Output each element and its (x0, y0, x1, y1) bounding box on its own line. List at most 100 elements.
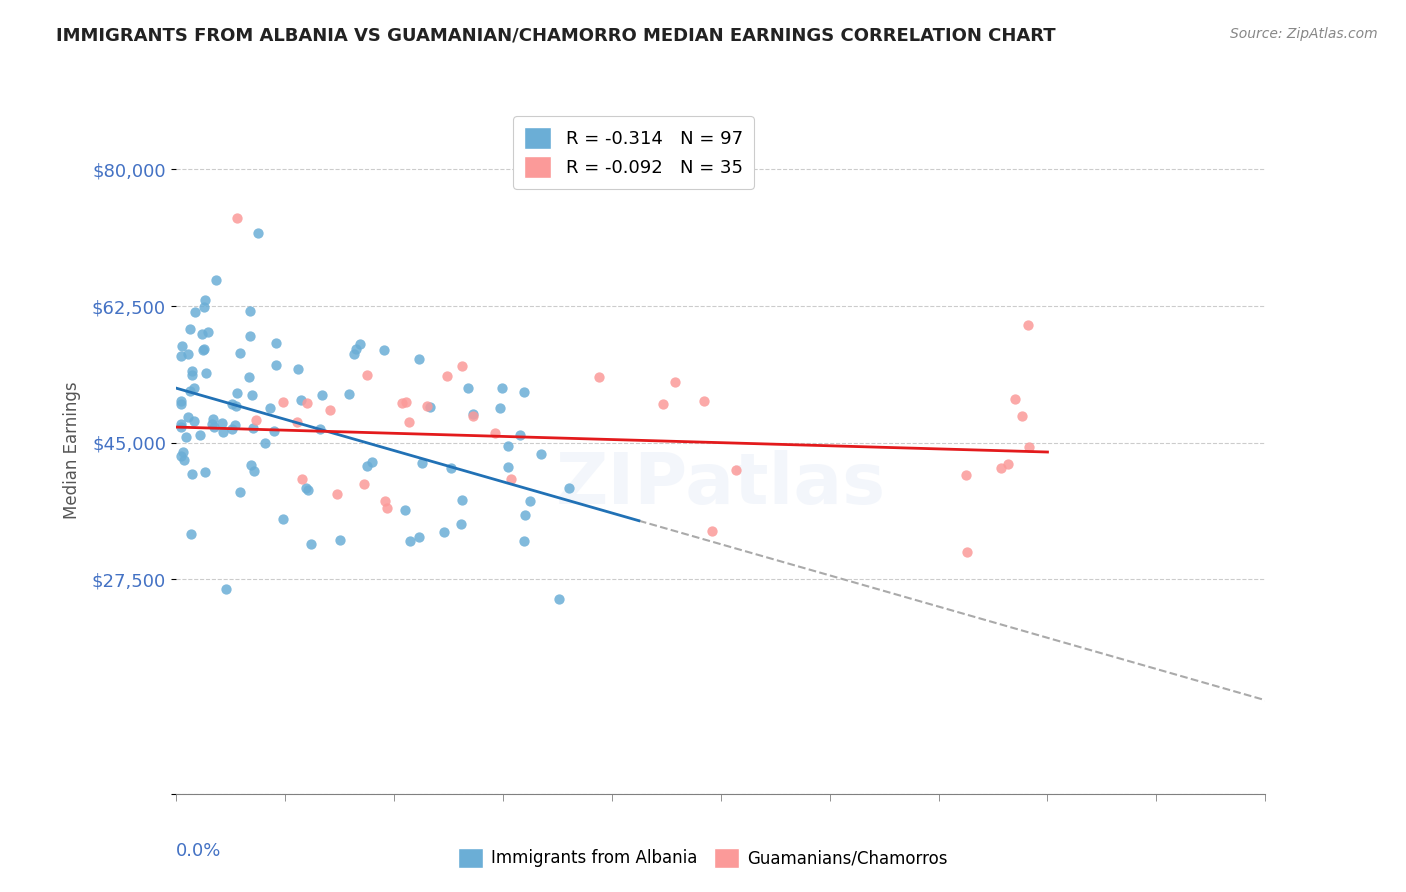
Point (245, 413, 267, 427)
Point (408, 351, 430, 366)
Point (361, 455, 384, 469)
Point (416, 399, 439, 413)
Point (181, 364, 204, 378)
Point (399, 533, 422, 548)
Point (664, 375, 686, 389)
Point (433, 524, 456, 539)
Point (450, 517, 472, 532)
Point (353, 476, 375, 491)
Point (498, 460, 520, 475)
Point (373, 343, 395, 357)
Point (259, 401, 281, 415)
Point (190, 327, 212, 342)
Point (509, 428, 531, 442)
Point (177, 410, 200, 425)
Point (183, 381, 205, 395)
Point (247, 227, 270, 241)
Point (179, 321, 201, 335)
Point (419, 400, 441, 414)
Legend: Immigrants from Albania, Guamanians/Chamorros: Immigrants from Albania, Guamanians/Cham… (451, 841, 955, 875)
Point (702, 524, 724, 538)
Point (463, 407, 485, 421)
Point (557, 481, 579, 495)
Point (184, 305, 207, 319)
Point (240, 388, 263, 402)
Point (172, 445, 194, 459)
Point (1011, 409, 1033, 423)
Point (652, 396, 675, 410)
Point (285, 415, 308, 429)
Point (264, 336, 287, 351)
Legend: R = -0.314   N = 97, R = -0.092   N = 35: R = -0.314 N = 97, R = -0.092 N = 35 (513, 116, 754, 189)
Point (273, 511, 295, 525)
Text: Source: ZipAtlas.com: Source: ZipAtlas.com (1230, 27, 1378, 41)
Point (214, 582, 236, 596)
Point (202, 420, 225, 434)
Point (291, 472, 314, 486)
Point (513, 508, 536, 523)
Point (295, 481, 318, 495)
Point (377, 501, 399, 516)
Point (263, 424, 285, 438)
Point (391, 396, 413, 410)
Point (221, 397, 243, 411)
Point (201, 417, 224, 431)
Point (194, 465, 217, 479)
Point (170, 394, 193, 409)
Point (513, 533, 536, 548)
Point (224, 418, 246, 433)
Point (408, 530, 430, 544)
Point (496, 439, 519, 453)
Point (179, 384, 201, 398)
Point (374, 494, 396, 508)
Y-axis label: Median Earnings: Median Earnings (63, 382, 80, 519)
Point (337, 387, 360, 401)
Point (181, 368, 204, 382)
Point (228, 485, 250, 500)
Point (193, 300, 215, 314)
Point (319, 403, 342, 417)
Point (488, 401, 510, 415)
Point (299, 537, 322, 551)
Point (724, 462, 747, 476)
Point (519, 493, 541, 508)
Point (239, 458, 262, 472)
Point (548, 592, 571, 607)
Point (398, 415, 420, 429)
Point (170, 417, 193, 432)
Point (197, 326, 219, 340)
Point (1004, 392, 1026, 406)
Point (356, 368, 378, 382)
Point (436, 368, 458, 383)
Point (225, 386, 247, 401)
Point (221, 422, 243, 436)
Point (326, 487, 349, 501)
Point (180, 527, 202, 541)
Point (290, 392, 312, 407)
Point (195, 366, 218, 380)
Point (394, 503, 416, 517)
Point (463, 409, 485, 423)
Point (266, 358, 288, 372)
Point (297, 483, 319, 498)
Point (311, 387, 333, 401)
Point (225, 211, 247, 226)
Point (173, 453, 195, 467)
Text: 0.0%: 0.0% (176, 842, 221, 860)
Point (1017, 318, 1039, 332)
Point (193, 342, 215, 356)
Point (170, 397, 193, 411)
Point (170, 449, 193, 463)
Point (229, 345, 252, 359)
Point (225, 399, 247, 413)
Point (170, 349, 193, 363)
Point (170, 420, 193, 434)
Point (238, 370, 260, 384)
Point (243, 465, 266, 479)
Point (176, 430, 198, 444)
Point (588, 370, 610, 384)
Point (395, 395, 418, 409)
Point (343, 346, 366, 360)
Point (499, 472, 522, 486)
Point (183, 414, 205, 428)
